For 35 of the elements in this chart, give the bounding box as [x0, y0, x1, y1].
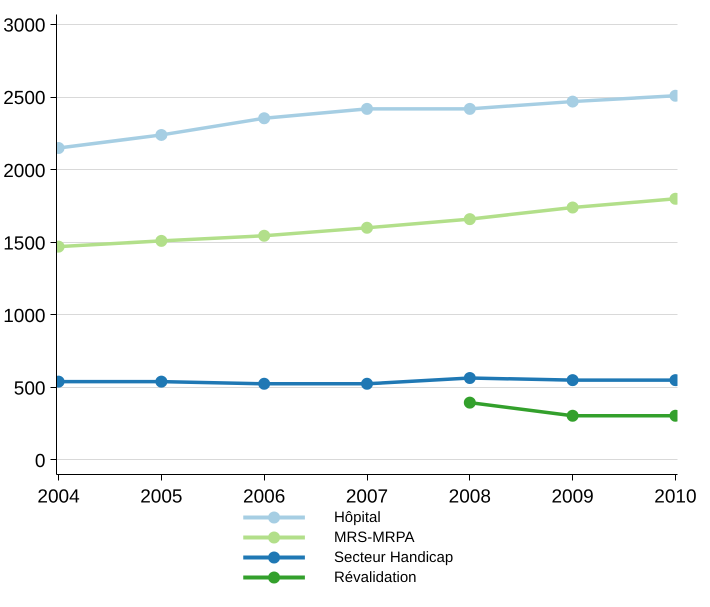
point	[464, 102, 476, 115]
point	[258, 378, 270, 390]
x-tick-label: 2010	[654, 486, 697, 508]
x-tick-label: 2004	[37, 486, 80, 508]
x-tick-label: 2007	[346, 486, 388, 508]
point	[361, 378, 373, 390]
point	[566, 410, 579, 422]
point	[464, 396, 476, 409]
x-tick-label: 2009	[551, 486, 594, 508]
legend-label: Révalidation	[334, 569, 417, 586]
point	[361, 222, 373, 234]
y-tick-label: 3000	[3, 16, 46, 37]
x-tick-label: 2005	[140, 486, 183, 508]
point	[566, 96, 579, 108]
y-tick-label: 500	[14, 378, 46, 400]
point	[566, 202, 579, 214]
x-tick-label: 2006	[243, 486, 286, 508]
point	[566, 374, 579, 386]
x-tick-label: 2008	[448, 486, 491, 508]
y-tick-label: 1000	[3, 306, 46, 327]
point	[155, 234, 168, 247]
y-tick-label: 1500	[3, 233, 46, 254]
legend-label: MRS-MRPA	[334, 529, 415, 546]
y-tick-label: 2000	[3, 160, 46, 182]
point	[258, 112, 270, 124]
point	[258, 230, 270, 242]
legend-label: Secteur Handicap	[334, 549, 454, 566]
point	[361, 102, 373, 115]
point	[464, 213, 476, 226]
point	[464, 372, 476, 384]
point	[155, 128, 168, 141]
legend-label: Hôpital	[334, 509, 381, 526]
y-tick-label: 0	[34, 450, 46, 472]
y-tick-label: 2500	[3, 88, 46, 110]
point	[155, 376, 168, 388]
